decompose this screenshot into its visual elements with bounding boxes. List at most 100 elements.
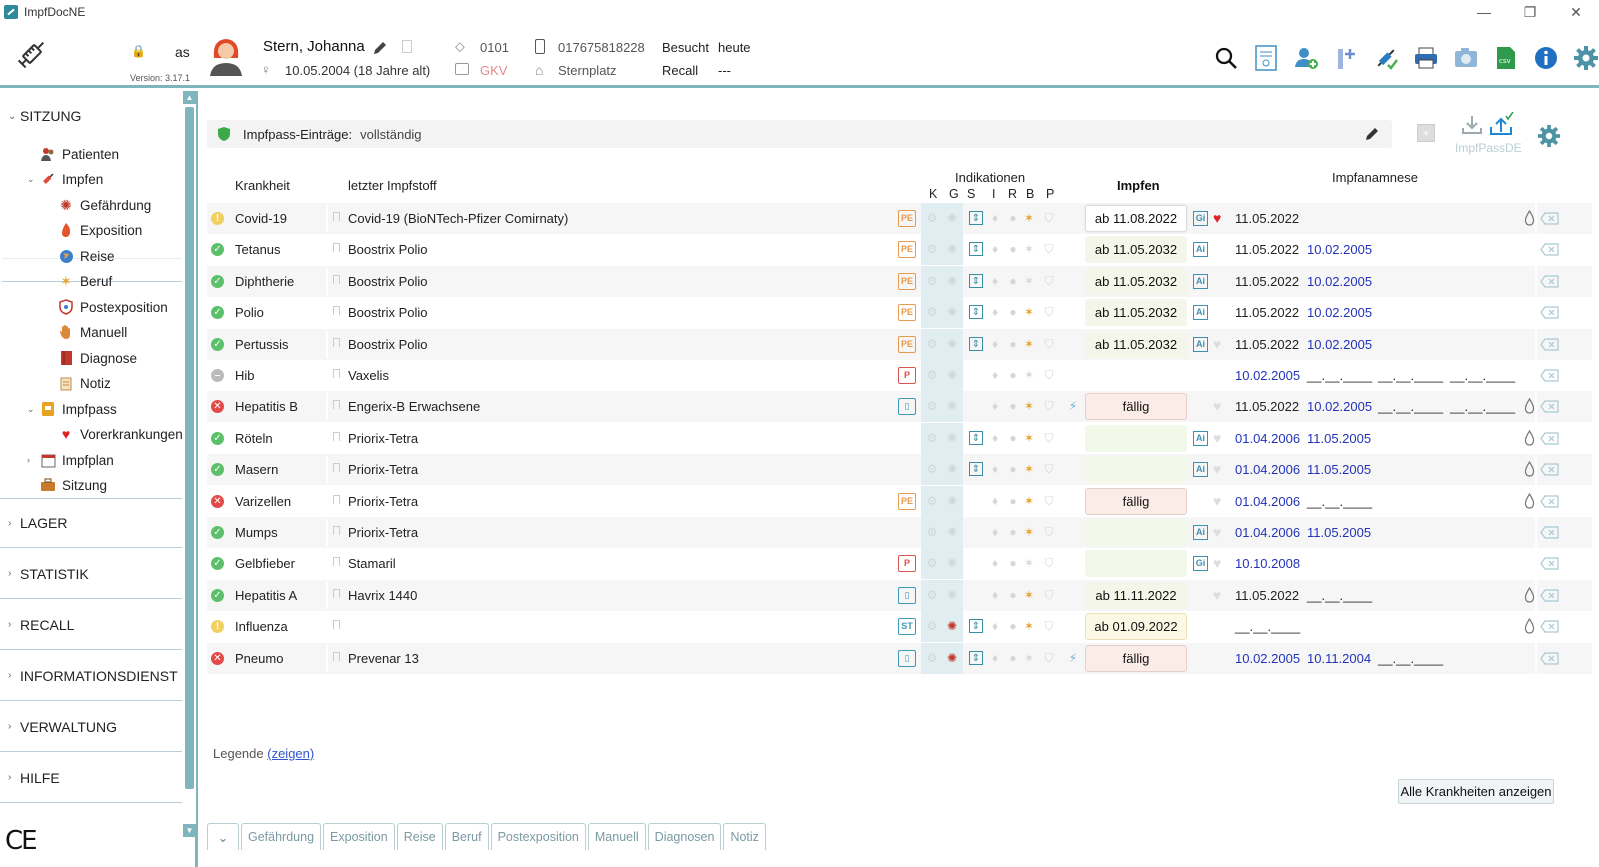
table-row[interactable]: ✓ Pertussis Boostrix Polio PE ⚙ ✺ ⇕ ♦ ● ✶ ⛉ ab 11.0… <box>207 329 1592 360</box>
anamnese-date[interactable]: 11.05.2022 <box>1235 588 1300 603</box>
heart-outline-icon[interactable]: ♥ <box>1213 461 1222 477</box>
vaccine-name[interactable]: Covid-19 (BioNTech-Pfizer Comirnaty) <box>348 211 569 226</box>
vaccination-due-cell[interactable]: ab 11.11.2022 <box>1085 582 1187 609</box>
k-indication-icon[interactable]: ⚙ <box>926 211 938 225</box>
p-shield-icon[interactable]: ⛉ <box>1044 461 1054 476</box>
disease-name[interactable]: Mumps <box>235 525 278 540</box>
anamnese-ai-icon[interactable]: Ai <box>1193 337 1208 352</box>
s-indication-icon[interactable]: ⇕ <box>969 305 983 319</box>
r-globe-icon[interactable]: ● <box>1009 525 1017 539</box>
download-icon[interactable] <box>1461 114 1483 136</box>
anamnese-date[interactable]: 10.02.2005 <box>1307 399 1373 414</box>
lock-icon[interactable]: 🔒 <box>131 44 146 58</box>
g-virus-icon[interactable]: ✺ <box>946 619 958 633</box>
r-globe-icon[interactable]: ● <box>1009 431 1017 445</box>
section-verwaltung[interactable]: › VERWALTUNG <box>0 702 182 752</box>
nav-sitzung[interactable]: Sitzung <box>40 473 107 497</box>
p-shield-icon[interactable]: ⛉ <box>1044 304 1054 319</box>
vaccination-due-cell[interactable] <box>1085 519 1187 546</box>
p-shield-icon[interactable]: ⛉ <box>1044 555 1054 570</box>
table-row[interactable]: ✓ Röteln Priorix-Tetra ⚙ ✺ ⇕ ♦ ● ✶ ⛉ Ai ♥ 01.04.2006… <box>207 423 1592 454</box>
anamnese-ai-icon[interactable]: Ai <box>1193 274 1208 289</box>
b-worker-icon[interactable]: ✶ <box>1023 242 1035 256</box>
csv-export-icon[interactable]: csv <box>1492 44 1520 72</box>
vaccination-due-cell[interactable]: ab 11.08.2022 <box>1085 205 1187 232</box>
i-flame-icon[interactable]: ♦ <box>991 525 999 539</box>
b-worker-icon[interactable]: ✶ <box>1023 462 1035 476</box>
vaccination-due-cell[interactable] <box>1085 550 1187 577</box>
delete-entry-icon[interactable] <box>1540 652 1559 665</box>
tab-diagnosen[interactable]: Diagnosen <box>647 823 722 850</box>
delete-entry-icon[interactable] <box>1540 400 1559 413</box>
disease-name[interactable]: Hib <box>235 368 255 383</box>
disease-name[interactable]: Pertussis <box>235 337 289 352</box>
vaccine-name[interactable]: Priorix-Tetra <box>348 431 419 446</box>
k-indication-icon[interactable]: ⚙ <box>926 399 938 413</box>
heart-outline-icon[interactable]: ♥ <box>1213 398 1222 414</box>
k-indication-icon[interactable]: ⚙ <box>926 337 938 351</box>
delete-entry-icon[interactable] <box>1540 306 1559 319</box>
k-indication-icon[interactable]: ⚙ <box>926 556 938 570</box>
s-indication-icon[interactable]: ⇕ <box>969 431 983 445</box>
anamnese-gi-icon[interactable]: Gi <box>1193 556 1208 571</box>
r-globe-icon[interactable]: ● <box>1009 211 1017 225</box>
anamnese-date[interactable]: 11.05.2005 <box>1307 431 1372 446</box>
r-globe-icon[interactable]: ● <box>1009 305 1017 319</box>
table-row[interactable]: ✓ Polio Boostrix Polio PE ⚙ ✺ ⇕ ♦ ● ✶ ⛉ ab 11.05.20… <box>207 297 1592 328</box>
col-impfstoff[interactable]: letzter Impfstoff <box>348 178 437 193</box>
i-flame-icon[interactable]: ♦ <box>991 431 999 445</box>
k-indication-icon[interactable]: ⚙ <box>926 368 938 382</box>
r-globe-icon[interactable]: ● <box>1009 619 1017 633</box>
drop-icon[interactable] <box>1524 209 1535 226</box>
edit-impfpass-icon[interactable] <box>1364 126 1380 142</box>
i-flame-icon[interactable]: ♦ <box>991 211 999 225</box>
b-worker-icon[interactable]: ✶ <box>1023 556 1035 570</box>
vaccine-name[interactable]: Priorix-Tetra <box>348 462 419 477</box>
anamnese-date[interactable]: __.__.____ <box>1307 494 1373 509</box>
heart-outline-icon[interactable]: ♥ <box>1213 493 1222 509</box>
g-virus-icon[interactable]: ✺ <box>946 494 958 508</box>
r-globe-icon[interactable]: ● <box>1009 494 1017 508</box>
r-globe-icon[interactable]: ● <box>1009 399 1017 413</box>
scroll-down-icon[interactable]: ▼ <box>183 824 196 837</box>
k-indication-icon[interactable]: ⚙ <box>926 619 938 633</box>
g-virus-icon[interactable]: ✺ <box>946 525 958 539</box>
vaccine-name[interactable]: Boostrix Polio <box>348 274 428 289</box>
maximize-button[interactable]: ❐ <box>1523 3 1537 20</box>
tab-notiz[interactable]: Notiz <box>723 823 766 850</box>
k-indication-icon[interactable]: ⚙ <box>926 494 938 508</box>
table-row[interactable]: ✕ Hepatitis B Engerix-B Erwachsene ▯ ⚙ ✺ ♦ ● ✶ ⛉ ⚡… <box>207 391 1592 422</box>
i-flame-icon[interactable]: ♦ <box>991 305 999 319</box>
anamnese-date[interactable]: 01.04.2006 <box>1235 431 1301 446</box>
nav-manuell[interactable]: Manuell <box>58 320 127 344</box>
disease-name[interactable]: Influenza <box>235 619 288 634</box>
table-row[interactable]: ✓ Gelbfieber Stamaril P ⚙ ✺ ♦ ● ✶ ⛉ Gi ♥ 10.10.2008 <box>207 548 1592 579</box>
b-worker-icon[interactable]: ✶ <box>1023 588 1035 602</box>
anamnese-date[interactable]: __.__.____ <box>1450 399 1516 414</box>
section-informationsdienst[interactable]: › INFORMATIONSDIENST <box>0 651 182 701</box>
anamnese-date[interactable]: 01.04.2006 <box>1235 525 1301 540</box>
delete-entry-icon[interactable] <box>1540 526 1559 539</box>
vaccination-due-cell[interactable] <box>1085 425 1187 452</box>
pe-badge-icon[interactable]: PE <box>898 336 916 353</box>
vaccination-due-cell[interactable]: fällig <box>1085 393 1187 420</box>
table-row[interactable]: ✕ Pneumo Prevenar 13 ▯ ⚙ ✺ ⇕ ♦ ● ✶ ⛉ ⚡ fällig 10.02.2… <box>207 643 1592 674</box>
g-virus-icon[interactable]: ✺ <box>946 556 958 570</box>
edit-patient-icon[interactable] <box>372 40 388 56</box>
anamnese-date[interactable]: 11.05.2022 <box>1235 399 1300 414</box>
p-shield-icon[interactable]: ⛉ <box>1044 493 1054 508</box>
anamnese-ai-icon[interactable]: Ai <box>1193 525 1208 540</box>
r-globe-icon[interactable]: ● <box>1009 368 1017 382</box>
anamnese-date[interactable]: 01.04.2006 <box>1235 494 1301 509</box>
anamnese-date[interactable]: 10.02.2005 <box>1307 274 1373 289</box>
b-worker-icon[interactable]: ✶ <box>1023 494 1035 508</box>
anamnese-ai-icon[interactable]: Ai <box>1193 305 1208 320</box>
anamnese-gi-icon[interactable]: Gi <box>1193 211 1208 226</box>
nav-beruf[interactable]: ✶ Beruf <box>58 269 112 293</box>
anamnese-date[interactable]: 10.02.2005 <box>1307 242 1373 257</box>
tab-postexposition[interactable]: Postexposition <box>490 823 586 850</box>
b-worker-icon[interactable]: ✶ <box>1023 619 1035 633</box>
anamnese-date[interactable]: __.__.____ <box>1307 588 1373 603</box>
nav-reise[interactable]: Reise <box>58 244 115 268</box>
search-icon[interactable] <box>1212 44 1240 72</box>
